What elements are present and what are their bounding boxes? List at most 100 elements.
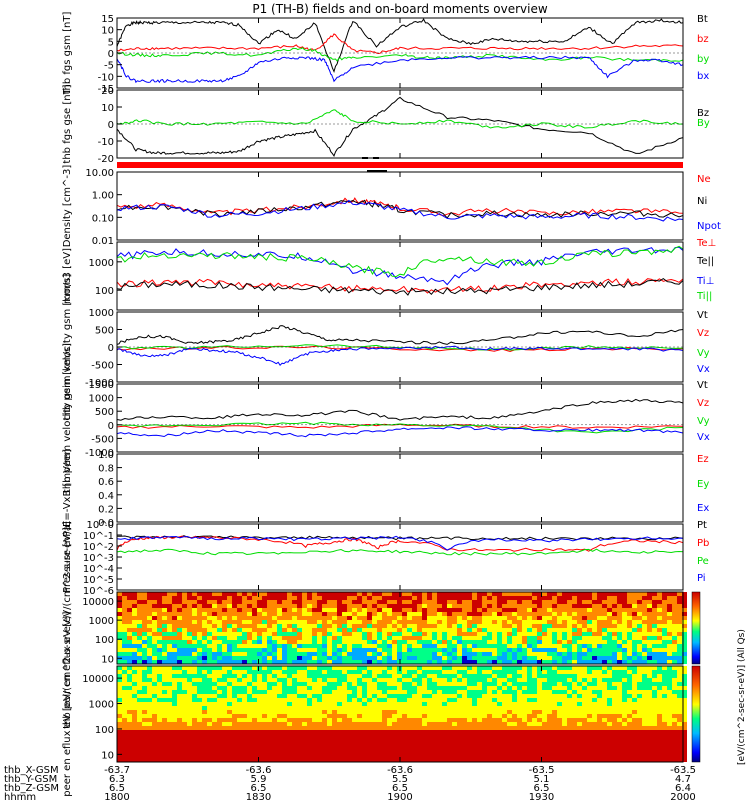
- heatmap-cell: [572, 600, 577, 604]
- heatmap-cell: [617, 682, 622, 686]
- heatmap-cell: [342, 648, 347, 652]
- heatmap-cell: [257, 746, 262, 750]
- heatmap-cell: [462, 648, 467, 652]
- heatmap-cell: [237, 706, 242, 710]
- heatmap-cell: [417, 754, 422, 758]
- heatmap-cell: [412, 758, 417, 762]
- heatmap-cell: [507, 730, 512, 734]
- heatmap-cell: [567, 592, 572, 596]
- heatmap-cell: [602, 636, 607, 640]
- heatmap-cell: [682, 608, 687, 612]
- heatmap-cell: [192, 702, 197, 706]
- heatmap-cell: [237, 628, 242, 632]
- heatmap-cell: [247, 674, 252, 678]
- heatmap-cell: [432, 592, 437, 596]
- heatmap-cell: [127, 730, 132, 734]
- heatmap-cell: [332, 730, 337, 734]
- heatmap-cell: [292, 636, 297, 640]
- heatmap-cell: [132, 674, 137, 678]
- legend-Vt: Vt: [697, 380, 708, 391]
- heatmap-cell: [212, 742, 217, 746]
- heatmap-cell: [587, 620, 592, 624]
- heatmap-cell: [347, 612, 352, 616]
- heatmap-cell: [197, 742, 202, 746]
- heatmap-cell: [137, 612, 142, 616]
- heatmap-cell: [262, 656, 267, 660]
- heatmap-cell: [422, 624, 427, 628]
- heatmap-cell: [332, 682, 337, 686]
- heatmap-cell: [582, 738, 587, 742]
- heatmap-cell: [667, 628, 672, 632]
- heatmap-cell: [457, 608, 462, 612]
- heatmap-cell: [172, 702, 177, 706]
- heatmap-cell: [127, 758, 132, 762]
- heatmap-cell: [292, 674, 297, 678]
- heatmap-cell: [367, 628, 372, 632]
- heatmap-cell: [607, 612, 612, 616]
- heatmap-cell: [372, 742, 377, 746]
- heatmap-cell: [287, 644, 292, 648]
- heatmap-cell: [127, 624, 132, 628]
- ytick-label: 0: [108, 421, 114, 432]
- heatmap-cell: [662, 674, 667, 678]
- heatmap-cell: [377, 758, 382, 762]
- heatmap-cell: [487, 750, 492, 754]
- heatmap-cell: [182, 604, 187, 608]
- heatmap-cell: [257, 726, 262, 730]
- heatmap-cell: [152, 750, 157, 754]
- heatmap-cell: [197, 718, 202, 722]
- heatmap-cell: [392, 628, 397, 632]
- heatmap-cell: [572, 628, 577, 632]
- heatmap-cell: [522, 730, 527, 734]
- heatmap-cell: [372, 616, 377, 620]
- heatmap-cell: [262, 714, 267, 718]
- heatmap-cell: [122, 726, 127, 730]
- heatmap-cell: [187, 690, 192, 694]
- heatmap-cell: [462, 758, 467, 762]
- heatmap-cell: [297, 604, 302, 608]
- heatmap-cell: [492, 742, 497, 746]
- heatmap-cell: [332, 734, 337, 738]
- heatmap-cell: [392, 726, 397, 730]
- heatmap-cell: [542, 682, 547, 686]
- heatmap-cell: [417, 726, 422, 730]
- heatmap-cell: [552, 656, 557, 660]
- ytick-label: 0.2: [98, 504, 114, 515]
- heatmap-cell: [652, 698, 657, 702]
- heatmap-cell: [287, 612, 292, 616]
- heatmap-cell: [212, 596, 217, 600]
- heatmap-cell: [367, 620, 372, 624]
- heatmap-cell: [202, 758, 207, 762]
- heatmap-cell: [177, 702, 182, 706]
- heatmap-cell: [132, 734, 137, 738]
- heatmap-cell: [332, 674, 337, 678]
- heatmap-cell: [547, 644, 552, 648]
- heatmap-cell: [482, 660, 487, 664]
- heatmap-cell: [587, 644, 592, 648]
- heatmap-cell: [447, 612, 452, 616]
- heatmap-cell: [572, 710, 577, 714]
- heatmap-cell: [367, 648, 372, 652]
- heatmap-cell: [602, 686, 607, 690]
- heatmap-cell: [252, 596, 257, 600]
- heatmap-cell: [507, 758, 512, 762]
- ytick-label: 0.8: [98, 464, 114, 475]
- heatmap-cell: [632, 678, 637, 682]
- heatmap-cell: [667, 714, 672, 718]
- heatmap-cell: [497, 730, 502, 734]
- heatmap-cell: [467, 734, 472, 738]
- heatmap-cell: [342, 620, 347, 624]
- heatmap-cell: [402, 678, 407, 682]
- heatmap-cell: [237, 648, 242, 652]
- heatmap-cell: [302, 726, 307, 730]
- heatmap-cell: [147, 628, 152, 632]
- heatmap-cell: [527, 730, 532, 734]
- heatmap-cell: [137, 730, 142, 734]
- heatmap-cell: [382, 694, 387, 698]
- heatmap-cell: [332, 670, 337, 674]
- heatmap-cell: [432, 734, 437, 738]
- heatmap-cell: [442, 758, 447, 762]
- heatmap-cell: [282, 652, 287, 656]
- heatmap-cell: [612, 694, 617, 698]
- heatmap-cell: [357, 628, 362, 632]
